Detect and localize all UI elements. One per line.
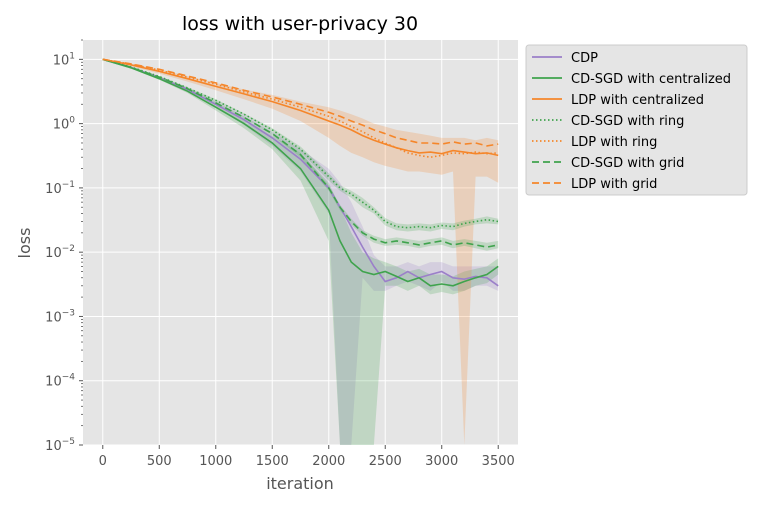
x-tick-label: 500 <box>147 454 172 469</box>
line-ldp-with-grid <box>102 58 499 147</box>
chart-title: loss with user-privacy 30 <box>182 13 418 35</box>
y-axis: 10−5 10−4 10−3 10−2 10−1 100 101 <box>45 39 83 454</box>
legend-label: CD-SGD with grid <box>571 156 684 171</box>
line-cd-sgd-with-centralized <box>102 58 499 287</box>
x-axis: 0 500 1000 1500 2000 2500 3000 3500 <box>99 445 515 469</box>
line-ldp-with-centralized <box>102 58 499 157</box>
x-axis-label: iteration <box>266 474 334 493</box>
y-tick-label: 10−4 <box>45 373 75 390</box>
legend-label: CDP <box>571 51 598 66</box>
y-tick-label: 10−1 <box>45 180 75 197</box>
legend-label: LDP with centralized <box>571 93 704 108</box>
y-tick-label: 10−5 <box>45 437 75 454</box>
y-tick-label: 10−2 <box>45 244 75 261</box>
legend-label: LDP with grid <box>571 177 657 192</box>
y-axis-label: loss <box>15 228 34 259</box>
legend-label: CD-SGD with ring <box>571 114 684 129</box>
legend: CDP CD-SGD with centralized LDP with centr… <box>525 44 748 196</box>
x-tick-label: 3000 <box>425 454 458 469</box>
series-lines <box>102 58 499 287</box>
y-tick-label: 100 <box>53 116 76 133</box>
legend-label: LDP with ring <box>571 135 657 150</box>
y-tick-label: 101 <box>53 51 75 68</box>
x-tick-label: 1000 <box>199 454 232 469</box>
line-cd-sgd-with-grid <box>102 58 499 248</box>
x-tick-label: 3500 <box>482 454 515 469</box>
legend-box <box>525 44 748 196</box>
y-tick-label: 10−3 <box>45 308 75 325</box>
line-ldp-with-ring <box>102 58 499 159</box>
band-ldp-with-centralized <box>102 59 499 446</box>
x-tick-label: 0 <box>99 454 107 469</box>
line-cdp <box>102 58 499 287</box>
x-tick-label: 2000 <box>312 454 345 469</box>
x-tick-label: 1500 <box>256 454 289 469</box>
legend-label: CD-SGD with centralized <box>571 72 731 87</box>
x-tick-label: 2500 <box>369 454 402 469</box>
